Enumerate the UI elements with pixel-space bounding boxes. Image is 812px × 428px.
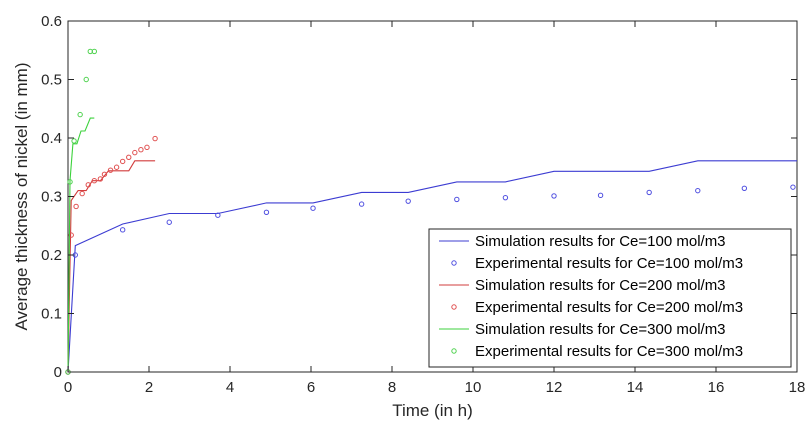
- legend-marker-swatch: [451, 304, 457, 310]
- plot-area: 0 2 4 6 8 10 12 14 16 18 0 0.1 0.2 0.3 0.4 0.5 0.6: [41, 13, 805, 396]
- y-tick-label: 0.2: [41, 247, 62, 264]
- data-point: [91, 178, 98, 184]
- data-point: [67, 179, 73, 185]
- x-tick-label: 0: [64, 379, 72, 396]
- data-point: [741, 185, 748, 192]
- y-tick-label: 0.4: [41, 130, 62, 147]
- data-point: [101, 171, 108, 177]
- data-point: [107, 167, 114, 173]
- data-point: [97, 176, 104, 182]
- legend-entry-label: Simulation results for Ce=100 mol/m3: [475, 233, 726, 250]
- data-point: [77, 111, 83, 118]
- data-point: [454, 196, 460, 203]
- y-tick-label: 0.1: [41, 306, 62, 323]
- x-tick-label: 12: [546, 379, 563, 396]
- legend: Simulation results for Ce=100 mol/m3 Expe…: [428, 228, 792, 368]
- legend-entry-label: Experimental results for Ce=300 mol/m3: [475, 343, 743, 360]
- y-tick-label: 0.5: [41, 72, 62, 89]
- legend-marker-swatch: [451, 348, 457, 354]
- x-tick-label: 2: [145, 379, 153, 396]
- data-point: [73, 203, 79, 210]
- ticks-layer: 0 2 4 6 8 10 12 14 16 18 0 0.1 0.2 0.3 0.4 0.5 0.6: [41, 13, 805, 396]
- legend-entry-label: Experimental results for Ce=100 mol/m3: [475, 255, 743, 272]
- data-point: [215, 212, 221, 218]
- data-point: [790, 184, 796, 190]
- series-layer: [65, 48, 797, 375]
- series-line-4: [67, 117, 95, 373]
- x-tick-label: 10: [465, 379, 482, 396]
- y-tick-label: 0: [54, 364, 62, 381]
- x-tick-label: 8: [388, 379, 396, 396]
- data-point: [83, 76, 89, 83]
- data-point: [91, 48, 98, 55]
- legend-entry-label: Simulation results for Ce=300 mol/m3: [475, 321, 726, 338]
- data-point: [85, 182, 91, 188]
- data-point: [113, 164, 120, 170]
- data-point: [132, 149, 138, 156]
- y-tick-label: 0.6: [41, 13, 62, 30]
- x-tick-label: 18: [789, 379, 806, 396]
- data-point: [119, 158, 126, 165]
- data-point: [695, 187, 701, 194]
- data-point: [263, 209, 270, 215]
- y-axis-label: Average thickness of nickel (in mm): [12, 62, 31, 330]
- data-point: [138, 147, 144, 153]
- x-axis-label: Time (in h): [392, 401, 473, 420]
- data-point: [166, 219, 172, 225]
- data-point: [79, 190, 85, 197]
- data-point: [119, 227, 126, 233]
- data-point: [310, 205, 316, 211]
- legend-marker-swatch: [451, 260, 457, 266]
- series-line-0: [67, 160, 797, 373]
- data-point: [126, 154, 132, 161]
- legend-entry-label: Simulation results for Ce=200 mol/m3: [475, 277, 726, 294]
- data-point: [597, 192, 604, 199]
- legend-box: [428, 228, 792, 368]
- data-point: [152, 135, 158, 142]
- data-point: [646, 189, 652, 196]
- legend-entry-label: Experimental results for Ce=200 mol/m3: [475, 299, 743, 316]
- data-point: [405, 198, 411, 204]
- series-line-2: [67, 160, 156, 373]
- y-tick-label: 0.3: [41, 189, 62, 206]
- x-tick-label: 16: [708, 379, 725, 396]
- data-point: [502, 194, 509, 201]
- data-point: [71, 138, 77, 144]
- data-point: [358, 201, 365, 207]
- data-point: [144, 144, 150, 151]
- x-tick-label: 6: [307, 379, 315, 396]
- data-point: [551, 193, 557, 199]
- x-tick-label: 4: [226, 379, 234, 396]
- x-tick-label: 14: [627, 379, 644, 396]
